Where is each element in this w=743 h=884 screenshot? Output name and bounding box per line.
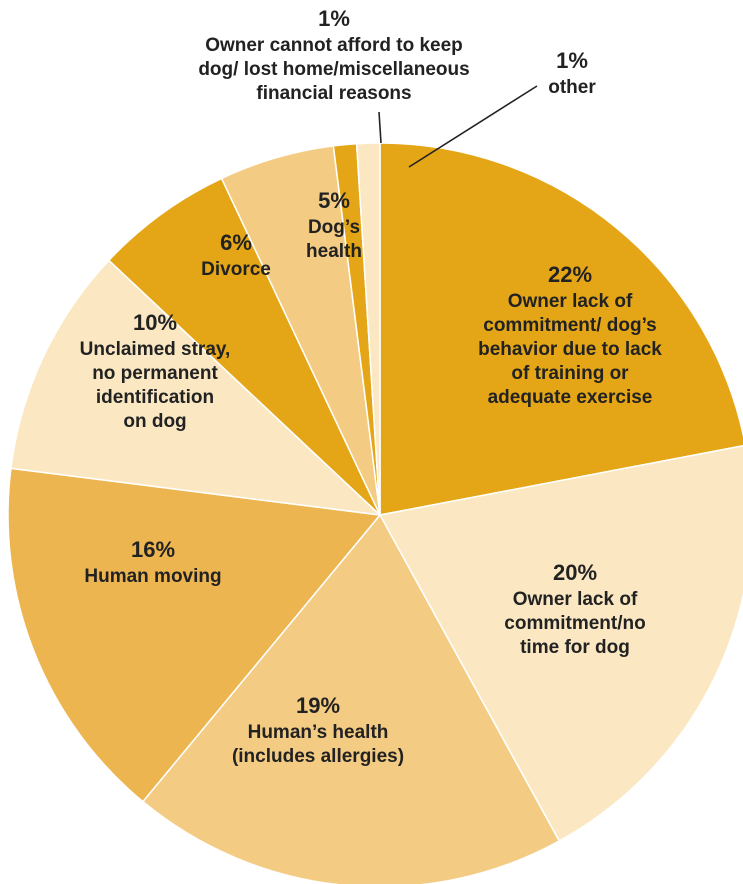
slice-label-line: commitment/ dog’s: [483, 315, 656, 336]
slice-label-line: identification: [96, 387, 214, 408]
pie-slice-human-health: [141, 513, 561, 884]
slice-percent: 19%: [296, 693, 340, 718]
slice-label-unclaimed-stray: 10% Unclaimed stray, no permanent identific…: [80, 310, 231, 432]
slice-label-dogs-health: 5% Dog’s health: [306, 188, 362, 262]
slice-percent: 1%: [556, 48, 588, 73]
slice-label-line: other: [548, 77, 596, 98]
leader-lines: [378, 85, 538, 168]
slice-label-line: no permanent: [92, 363, 218, 384]
slice-labels: 22% Owner lack of commitment/ dog’s behavio…: [80, 6, 663, 767]
slice-label-line: adequate exercise: [488, 387, 653, 408]
pie-slice-unclaimed-stray: [10, 259, 383, 517]
slice-label-divorce: 6% Divorce: [201, 230, 271, 280]
slice-label-human-health: 19% Human’s health (includes allergies): [232, 693, 404, 767]
pie-slice-owner-lack-commitment-time: [378, 444, 743, 843]
slice-label-other: 1% other: [548, 48, 596, 98]
slice-label-line: Owner lack of: [513, 589, 638, 610]
pie-slice-owner-lack-commitment-behavior: [379, 142, 743, 516]
slice-percent: 20%: [553, 560, 597, 585]
slice-label-line: on dog: [123, 411, 186, 432]
slice-percent: 6%: [220, 230, 252, 255]
slice-label-line: Divorce: [201, 259, 271, 280]
slice-label-line: (includes allergies): [232, 746, 404, 767]
slice-label-line: Unclaimed stray,: [80, 339, 231, 360]
slice-label-owner-cannot-afford: 1% Owner cannot afford to keep dog/ lost h…: [198, 6, 469, 104]
slice-label-line: dog/ lost home/miscellaneous: [198, 59, 469, 80]
slice-label-line: health: [306, 241, 362, 262]
pie-slice-human-moving: [7, 467, 382, 803]
slice-label-line: time for dog: [520, 637, 630, 658]
slice-label-line: Owner cannot afford to keep: [205, 35, 463, 56]
slice-label-line: commitment/no: [504, 613, 645, 634]
slice-label-owner-lack-commitment-time: 20% Owner lack of commitment/no time for do…: [504, 560, 645, 658]
slice-percent: 10%: [133, 310, 177, 335]
slice-label-line: Human moving: [84, 566, 221, 587]
leader-line-other: [408, 85, 538, 168]
slice-label-human-moving: 16% Human moving: [84, 537, 221, 587]
slice-label-line: Human’s health: [248, 722, 389, 743]
slice-percent: 22%: [548, 262, 592, 287]
slice-percent: 1%: [318, 6, 350, 31]
slice-label-line: financial reasons: [256, 83, 411, 104]
pie-slice-other: [355, 142, 381, 516]
pie-slice-divorce: [107, 177, 381, 516]
slice-percent: 5%: [318, 188, 350, 213]
slice-percent: 16%: [131, 537, 175, 562]
pie-slices: [7, 142, 743, 884]
slice-label-line: Owner lack of: [508, 291, 633, 312]
leader-line-owner-cannot-afford: [378, 111, 382, 144]
slice-label-owner-lack-commitment-behavior: 22% Owner lack of commitment/ dog’s behavio…: [478, 262, 662, 408]
slice-label-line: behavior due to lack: [478, 339, 662, 360]
slice-label-line: Dog’s: [308, 217, 360, 238]
slice-label-line: of training or: [511, 363, 629, 384]
